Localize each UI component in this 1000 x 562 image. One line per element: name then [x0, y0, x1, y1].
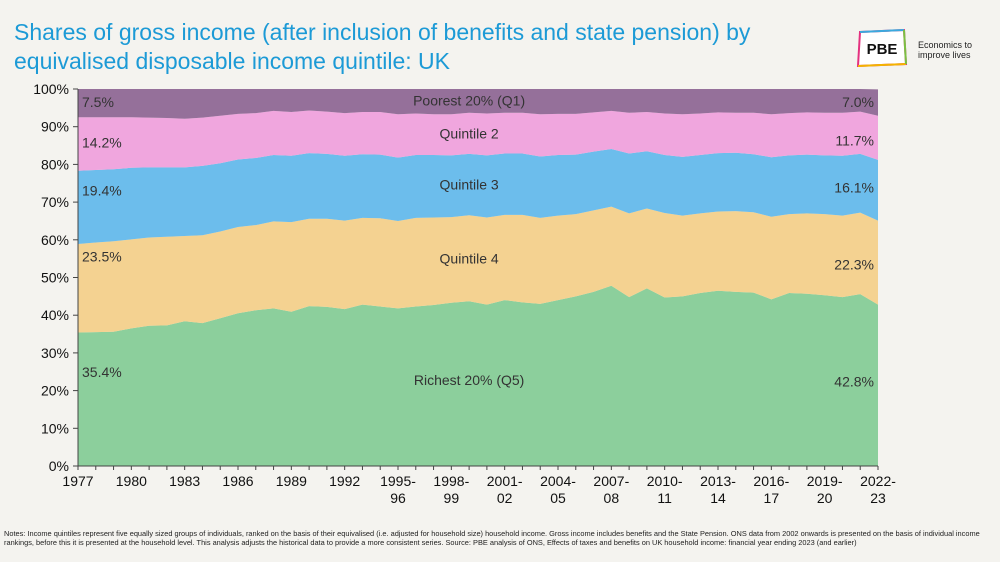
- y-tick-label: 10%: [41, 420, 69, 436]
- logo-tagline: Economics to improve lives: [918, 40, 972, 60]
- logo-tagline-line1: Economics to: [918, 40, 973, 50]
- pbe-logo: PBE Economics to improve lives: [852, 26, 992, 78]
- x-tick-label: 96: [390, 490, 406, 506]
- logo-name: PBE: [867, 41, 898, 58]
- x-tick-label: 11: [657, 490, 672, 506]
- page-title: Shares of gross income (after inclusion …: [14, 19, 751, 74]
- area-quintile-4: [78, 206, 878, 333]
- x-tick-label: 2004-: [540, 473, 576, 489]
- x-tick-label: 2022-: [860, 473, 896, 489]
- logo-tagline-line2: improve lives: [918, 50, 971, 60]
- x-tick-label: 1995-: [380, 473, 416, 489]
- y-tick-label: 70%: [41, 194, 69, 210]
- value-label-end: 42.8%: [834, 374, 874, 390]
- y-tick-label: 30%: [41, 345, 69, 361]
- x-tick-label: 02: [497, 490, 513, 506]
- x-tick-label: 2010-: [647, 473, 683, 489]
- value-label-end: 11.7%: [835, 133, 874, 149]
- x-tick-label: 2013-: [700, 473, 736, 489]
- value-label-end: 22.3%: [834, 256, 874, 272]
- x-tick-label: 99: [444, 490, 460, 506]
- x-tick-label: 2016-: [753, 473, 789, 489]
- y-tick-label: 100%: [33, 81, 69, 97]
- value-label-end: 7.0%: [842, 94, 874, 110]
- x-tick-label: 1989: [276, 473, 307, 489]
- value-label-start: 23.5%: [82, 248, 122, 264]
- pbe-logo-icon: PBE: [856, 28, 908, 68]
- value-label-start: 14.2%: [82, 135, 122, 151]
- x-tick-label: 08: [604, 490, 620, 506]
- series-name-label: Quintile 4: [440, 250, 499, 266]
- y-tick-label: 90%: [41, 119, 69, 135]
- value-label-start: 19.4%: [82, 182, 122, 198]
- y-tick-label: 80%: [41, 156, 69, 172]
- x-tick-label: 2001-: [487, 473, 523, 489]
- x-tick-label: 14: [710, 490, 726, 506]
- y-tick-label: 0%: [49, 458, 69, 474]
- x-tick-label: 17: [764, 490, 780, 506]
- series-name-label: Poorest 20% (Q1): [413, 93, 525, 109]
- x-tick-label: 1986: [222, 473, 253, 489]
- y-tick-label: 50%: [41, 270, 69, 286]
- area-richest-20-q5: [78, 285, 878, 466]
- x-tick-label: 20: [817, 490, 833, 506]
- y-tick-label: 60%: [41, 232, 69, 248]
- x-tick-label: 2019-: [807, 473, 843, 489]
- y-tick-label: 20%: [41, 383, 69, 399]
- area-poorest-20-q1: [78, 89, 878, 119]
- x-tick-label: 1992: [329, 473, 360, 489]
- value-label-end: 16.1%: [834, 179, 874, 195]
- x-tick-label: 1998-: [433, 473, 469, 489]
- x-tick-label: 1983: [169, 473, 200, 489]
- x-tick-label: 1980: [116, 473, 147, 489]
- area-quintile-3: [78, 148, 878, 244]
- series-name-label: Quintile 2: [440, 125, 499, 141]
- chart-notes: Notes: Income quintiles represent five e…: [4, 529, 980, 548]
- x-tick-label: 23: [870, 490, 886, 506]
- area-quintile-2: [78, 110, 878, 171]
- x-tick-label: 1977: [62, 473, 93, 489]
- value-label-start: 7.5%: [82, 94, 114, 110]
- series-name-label: Richest 20% (Q5): [414, 372, 524, 388]
- x-tick-label: 05: [550, 490, 566, 506]
- x-tick-label: 2007-: [593, 473, 629, 489]
- y-tick-label: 40%: [41, 307, 69, 323]
- value-label-start: 35.4%: [82, 364, 122, 380]
- stacked-area-chart: 0% 10% 20% 30% 40% 50% 60% 70% 80% 90% 100% 1977 198…: [33, 81, 896, 506]
- series-name-label: Quintile 3: [440, 177, 499, 193]
